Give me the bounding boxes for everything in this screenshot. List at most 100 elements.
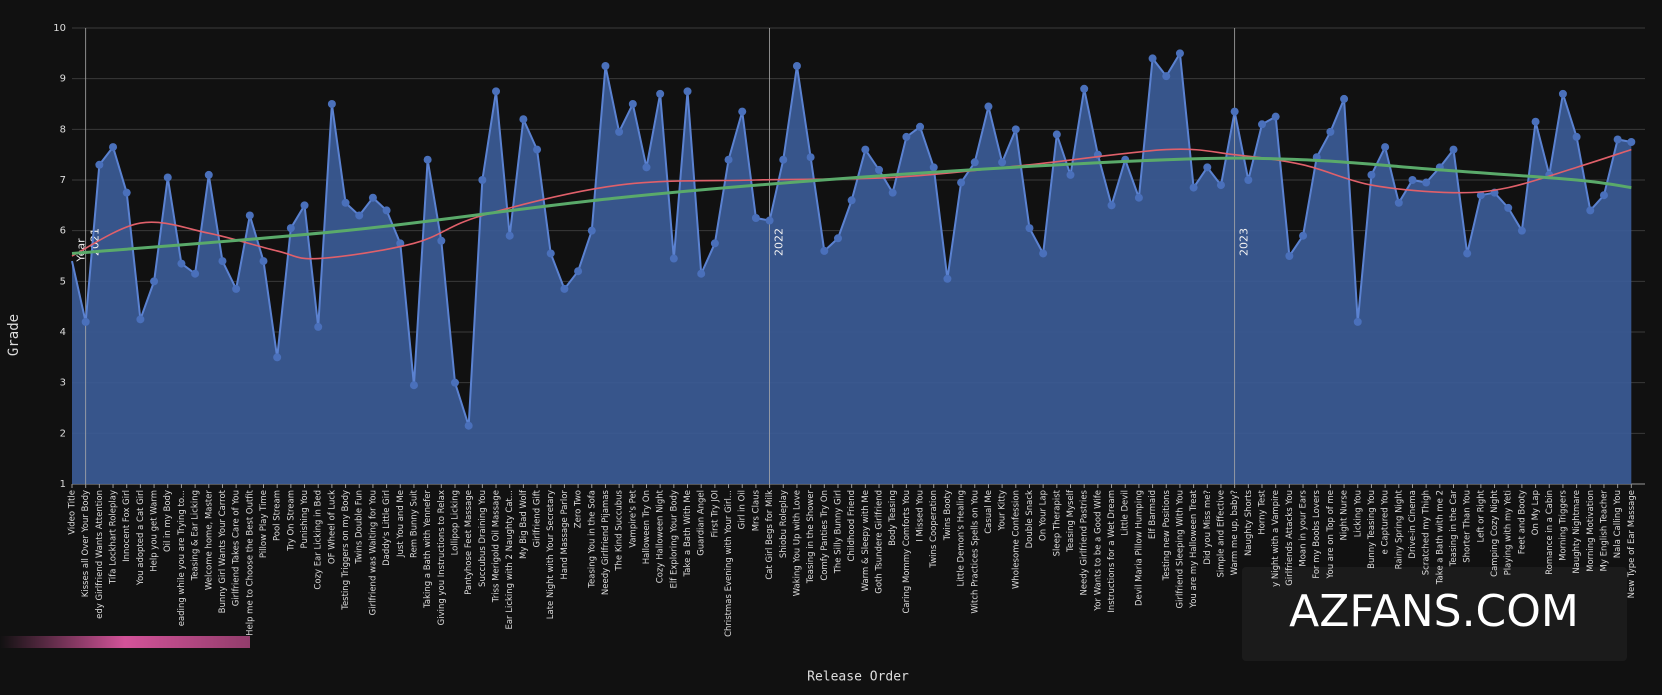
x-tick-label: Naughty Shorts [1244, 489, 1254, 556]
x-tick-label: Christmas Evening with Your Girl... [724, 490, 734, 637]
point [150, 277, 159, 286]
x-tick-label: New Type of Ear Massage [1627, 490, 1637, 598]
x-tick-label: Testing Triggers on my Body [341, 490, 351, 611]
point [1148, 54, 1157, 63]
point [1080, 84, 1089, 93]
point [642, 163, 651, 172]
point [820, 246, 829, 255]
point [765, 216, 774, 225]
x-tick-label: Triss Merigold Oil Massage [492, 490, 502, 603]
x-tick-label: Double Snack [1025, 490, 1035, 548]
point [492, 87, 501, 96]
y-tick-label: 6 [60, 226, 66, 237]
point [478, 176, 487, 184]
x-tick-label: Punishing You [300, 490, 310, 548]
point [191, 269, 200, 278]
x-tick-label: Girlfriend Sleeping With You [1175, 490, 1185, 608]
point [1422, 178, 1431, 187]
point [1394, 198, 1403, 207]
point [232, 284, 241, 293]
point [546, 249, 555, 258]
point [1504, 203, 1513, 212]
point [519, 115, 528, 124]
point [1340, 94, 1349, 103]
x-tick-label: Pantyhose Feet Massage [464, 490, 474, 595]
x-tick-label: Elf Barmaid [1148, 490, 1158, 539]
point [396, 239, 405, 248]
point [683, 87, 692, 96]
point [833, 234, 842, 243]
point [656, 89, 665, 98]
point [738, 107, 747, 116]
x-tick-label: On My Lap [1531, 490, 1541, 535]
point [1381, 143, 1390, 152]
point [916, 122, 925, 131]
x-tick-label: Simple and Effective [1216, 490, 1226, 578]
y-tick-label: 1 [60, 479, 66, 490]
x-tick-label: The Kind Succubus [615, 489, 625, 571]
year-label: 2022 [773, 228, 786, 256]
x-tick-label: Teasing in the Car [1449, 489, 1459, 567]
point [1039, 249, 1048, 258]
x-tick-label: Elf Exploring Your Body [669, 490, 679, 588]
x-tick-label: You adopted a Cat Girl [136, 490, 146, 586]
x-tick-label: Camping Cozy Night [1490, 489, 1500, 576]
point [792, 62, 801, 70]
point [574, 267, 583, 276]
point [615, 127, 624, 136]
point [204, 170, 213, 179]
point [1408, 176, 1417, 184]
point [1216, 181, 1225, 190]
point [970, 158, 979, 167]
x-tick-label: Body Teasing [888, 490, 898, 546]
x-tick-label: Morning Triggers [1558, 489, 1568, 560]
trend-line [71, 156, 1632, 255]
point [505, 231, 514, 240]
y-tick-label: 9 [60, 74, 66, 85]
point [1463, 249, 1472, 258]
point [1326, 127, 1335, 136]
point [669, 254, 678, 263]
x-tick-label: Feet and Booty [1517, 490, 1527, 554]
point [450, 378, 459, 387]
x-tick-label: Giving you Instructions to Relax [437, 490, 447, 625]
x-tick-label: Halloween Try On [642, 490, 652, 564]
x-tick-label: Taking a Bath with Yennefer [423, 490, 433, 609]
x-tick-label: Teasing You in the Sofa [587, 490, 597, 589]
x-tick-label: Teasing Myself [1066, 489, 1076, 553]
x-tick-label: Nala Calling You [1613, 490, 1623, 558]
point [464, 421, 473, 430]
x-tick-label: OF Wheel of Luck [327, 490, 337, 564]
x-tick-label: Needy Girlfriend Pijamas [601, 489, 611, 595]
point [1353, 317, 1362, 326]
point [724, 155, 733, 164]
point [1011, 125, 1020, 134]
x-tick-label: Pillow Play Time [259, 490, 269, 558]
point [888, 188, 897, 197]
point [1586, 206, 1595, 215]
x-tick-label: Left or Right [1476, 489, 1486, 542]
x-tick-label: You are my Halloween Treat [1189, 489, 1199, 609]
point [218, 257, 227, 266]
point [177, 259, 186, 268]
x-tick-label: Drive-in Cinema [1408, 490, 1418, 559]
x-tick-label: Daddy's Little Girl [382, 490, 392, 566]
x-tick-label: Comfy Panties Try On [820, 490, 830, 581]
x-tick-label: Tifa Lockhart Roleplay [109, 490, 119, 585]
x-tick-label: Ear Licking with 2 Naughty Cat... [505, 490, 515, 630]
point [300, 201, 309, 210]
x-tick-label: Testing new Positions [1162, 489, 1172, 581]
x-tick-label: My English Teacher [1599, 490, 1609, 572]
point [327, 100, 336, 108]
x-tick-label: edy Girlfriend Wants Attention [95, 490, 105, 619]
point [1449, 145, 1458, 154]
point [314, 322, 323, 331]
x-tick-label: Goth Tsundere Girlfriend [875, 490, 885, 594]
x-tick-label: Night Nurse [1340, 490, 1350, 540]
x-tick-label: Video Title [68, 490, 78, 535]
point [806, 153, 815, 162]
x-tick-label: Mrs Claus [751, 489, 761, 531]
point [259, 257, 268, 266]
x-tick-label: Instructions for a Wet Dream [1107, 490, 1117, 613]
